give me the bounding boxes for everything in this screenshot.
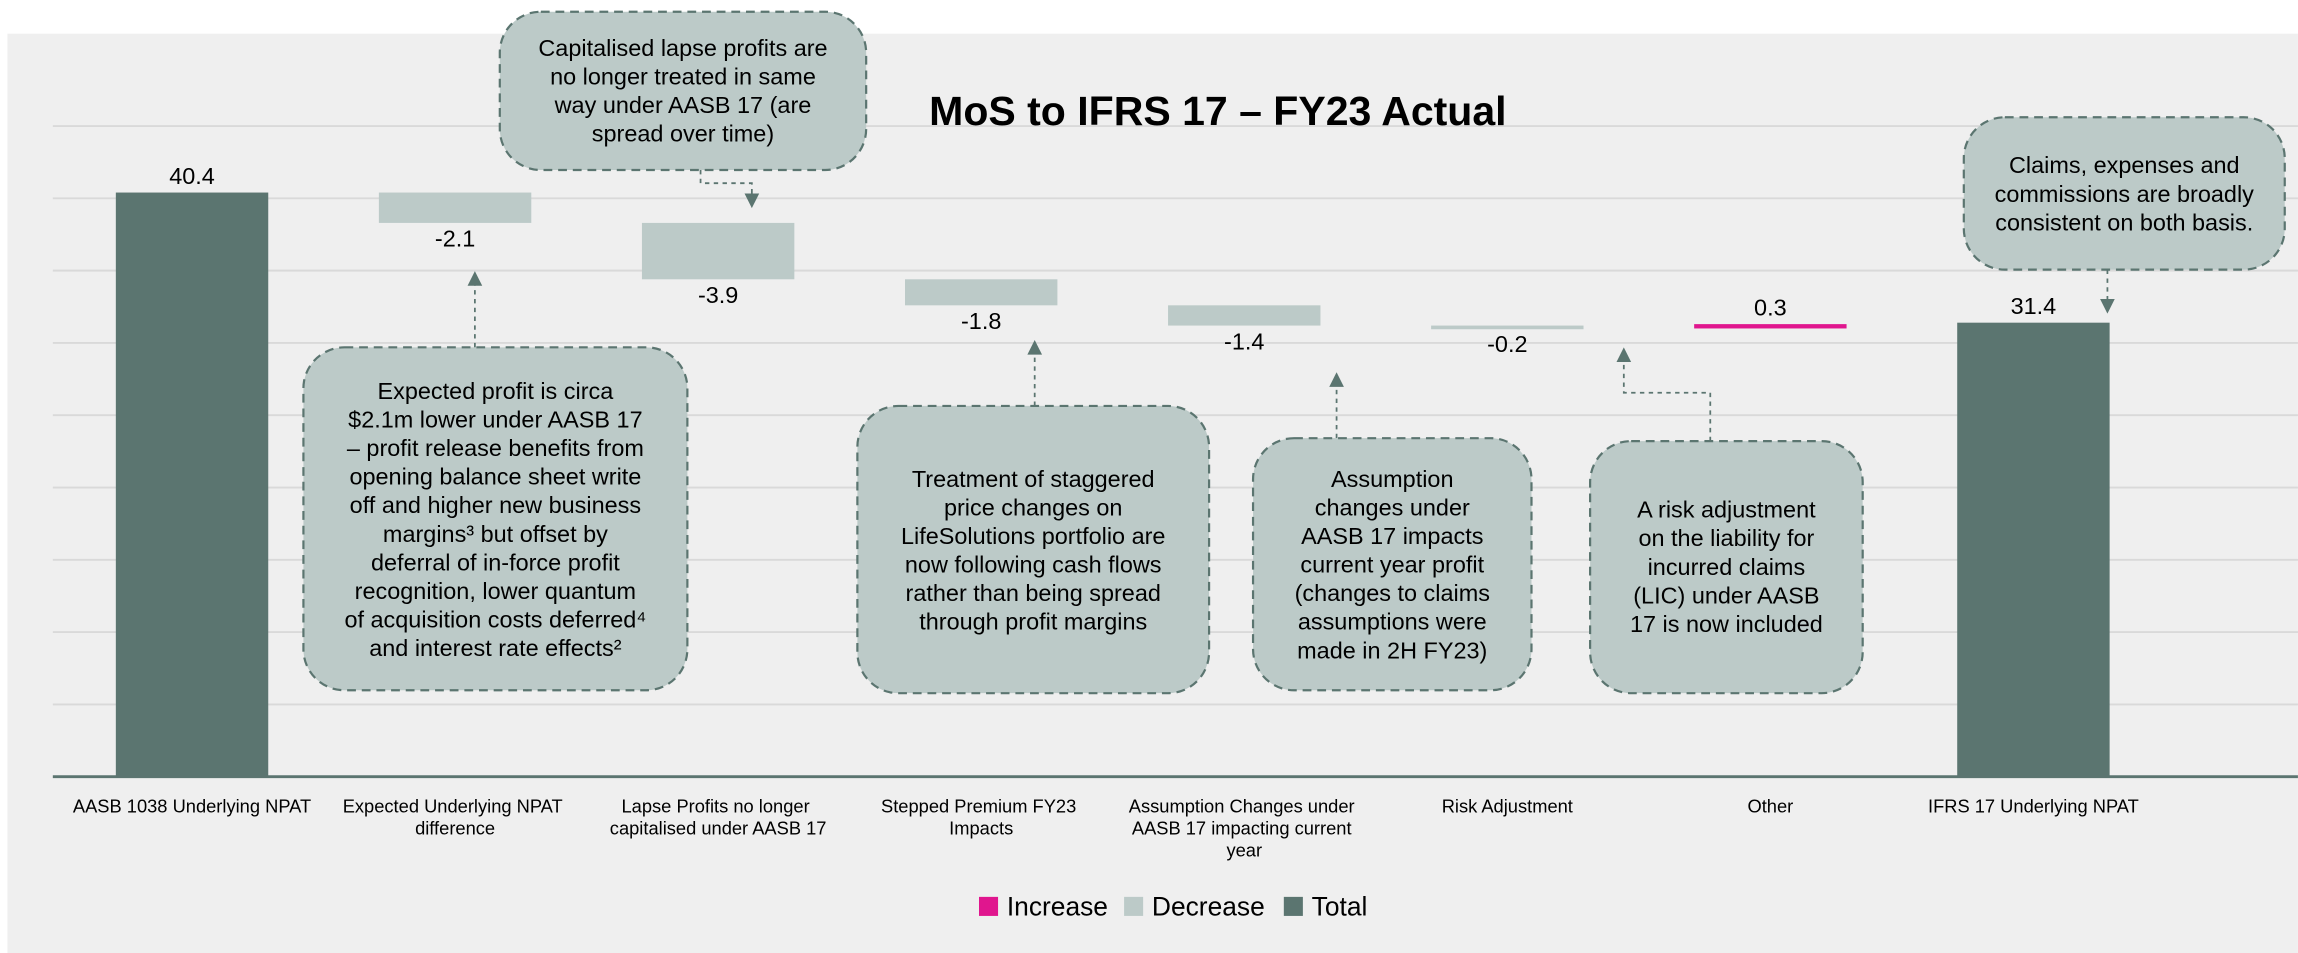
callout-text: made in 2H FY23) (1297, 637, 1487, 663)
x-tick-label: Assumption Changes under AASB 17 impacti… (1129, 795, 1360, 860)
legend-label: Decrease (1152, 892, 1265, 922)
callout-text: AASB 17 impacts (1301, 523, 1483, 549)
legend-label: Total (1312, 892, 1368, 922)
callout-text: way under AASB 17 (are (554, 92, 812, 118)
x-tick-label: IFRS 17 Underlying NPAT (1928, 795, 2139, 816)
callout-arrow (1622, 360, 1712, 442)
callout-arrowhead (1616, 347, 1632, 362)
value-label: -2.1 (435, 226, 475, 252)
callout-text: price changes on (944, 494, 1123, 520)
legend-swatch (1124, 896, 1144, 916)
legend-item: Total (1283, 892, 1368, 922)
callout-text: now following cash flows (905, 552, 1162, 578)
x-tick-label: Expected Underlying NPAT difference (343, 795, 568, 838)
callout-text: A risk adjustment (1637, 497, 1816, 523)
legend-swatch (1283, 896, 1303, 916)
callout-text: (LIC) under AASB (1633, 582, 1819, 608)
value-label: 0.3 (1754, 295, 1787, 321)
callout-text: deferral of in-force profit (371, 549, 620, 575)
value-label: -3.9 (698, 282, 738, 308)
bar (1168, 305, 1321, 326)
callout-text: through profit margins (919, 609, 1147, 635)
x-tick-label: Stepped Premium FY23 Impacts (881, 795, 1081, 838)
callout-text: commissions are broadly (1995, 181, 2254, 207)
callout-box (498, 10, 868, 172)
callout-text: Assumption (1331, 466, 1453, 492)
legend-label: Increase (1007, 892, 1108, 922)
callout-arrowhead (467, 271, 483, 286)
callout-box (1589, 440, 1864, 695)
value-label: -0.2 (1487, 331, 1527, 357)
value-label: 31.4 (2011, 293, 2057, 319)
bar (1431, 325, 1584, 330)
bar (1957, 322, 2110, 777)
callout-text: Claims, expenses and (2009, 152, 2240, 178)
callout-text: – profit release benefits from (347, 435, 644, 461)
marks: 40.4 -2.1 -3.9 -1.8 -1.4 -0.2 0.3 31.4 AASB 1038… (73, 163, 2139, 860)
callout-text: (changes to claims (1295, 580, 1490, 606)
callout-arrowhead (1027, 339, 1043, 355)
callout-box (1962, 116, 2286, 271)
callout-text: assumptions were (1298, 609, 1487, 635)
callout-text: off and higher new business (350, 492, 641, 518)
legend-swatch (979, 896, 999, 916)
callout-arrowhead (744, 193, 760, 209)
callout-text: Treatment of staggered (912, 466, 1155, 492)
callout-text: spread over time) (592, 121, 774, 147)
x-tick-label: Risk Adjustment (1442, 795, 1573, 816)
callout-text: recognition, lower quantum (355, 578, 636, 604)
callout-text: on the liability for (1638, 525, 1814, 551)
bar (904, 279, 1058, 306)
callout-text: 17 is now included (1630, 611, 1823, 637)
callout-text: rather than being spread (906, 580, 1161, 606)
value-label: -1.8 (961, 308, 1001, 334)
legend-item: Decrease (1124, 892, 1265, 922)
callout-text: consistent on both basis. (1995, 209, 2253, 235)
annotations: Capitalised lapse profits are no longer t… (302, 10, 2286, 695)
callout: Capitalised lapse profits are no longer t… (498, 10, 868, 209)
callout-arrowhead (2100, 298, 2115, 314)
callout-text: changes under (1315, 494, 1470, 520)
callout-arrow (699, 169, 753, 195)
callout-box (856, 404, 1211, 695)
callout-text: of acquisition costs deferred⁴ (344, 607, 646, 633)
value-label: -1.4 (1224, 328, 1264, 354)
callout-text: opening balance sheet write (349, 464, 641, 490)
callout-text: incurred claims (1648, 554, 1806, 580)
callout-text: Expected profit is circa (378, 378, 615, 404)
bar (1694, 324, 1847, 329)
callout-text: LifeSolutions portfolio are (901, 523, 1165, 549)
value-label: 40.4 (169, 163, 215, 189)
bar (115, 192, 269, 777)
x-tick-label: Other (1747, 795, 1793, 816)
callout-text: current year profit (1300, 552, 1484, 578)
chart-title: MoS to IFRS 17 – FY23 Actual (929, 88, 1506, 134)
bar (378, 192, 532, 223)
callout-box (1251, 437, 1533, 692)
callout-arrowhead (1329, 372, 1344, 387)
callout-text: Capitalised lapse profits are (538, 35, 827, 61)
x-tick-label: Lapse Profits no longer capitalised unde… (610, 795, 827, 838)
legend-item: Increase (979, 892, 1108, 922)
callout: Claims, expenses and commissions are broa… (1962, 116, 2286, 314)
bar (641, 222, 795, 280)
callout-text: $2.1m lower under AASB 17 (348, 407, 642, 433)
callout-text: margins³ but offset by (383, 521, 608, 547)
callout-text: and interest rate effects² (369, 635, 622, 661)
callout-text: no longer treated in same (550, 64, 816, 90)
x-tick-label: AASB 1038 Underlying NPAT (73, 795, 311, 816)
callout-box (302, 346, 689, 692)
callout: Expected profit is circa $2.1m lower unde… (302, 271, 689, 692)
